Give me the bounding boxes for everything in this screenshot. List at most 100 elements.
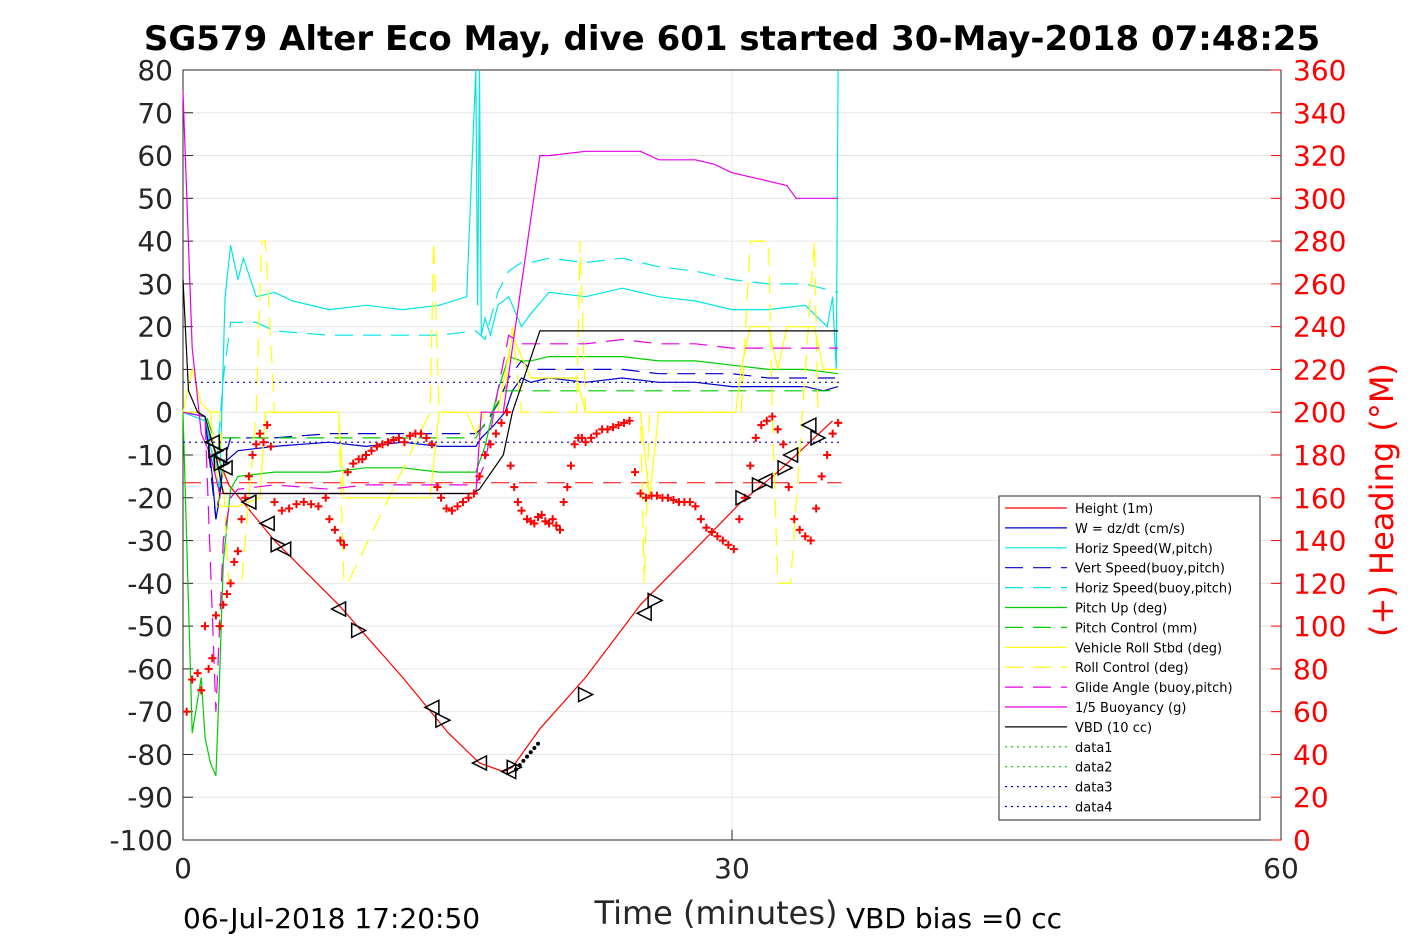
x-tick-label: 30 bbox=[714, 852, 750, 885]
heading-point bbox=[652, 491, 661, 500]
y-left-tick-label: -90 bbox=[127, 781, 173, 814]
heading-point bbox=[631, 468, 640, 477]
y-right-tick-label: 20 bbox=[1293, 781, 1329, 814]
heading-point bbox=[641, 493, 650, 502]
marker-left-triangle bbox=[470, 754, 488, 772]
y-left-tick-label: 50 bbox=[137, 182, 173, 215]
y-left-tick-label: 30 bbox=[137, 268, 173, 301]
legend-label: data1 bbox=[1075, 741, 1113, 756]
y-right-tick-label: 240 bbox=[1293, 311, 1346, 344]
heading-point bbox=[226, 579, 235, 588]
y-left-tick-label: -50 bbox=[127, 610, 173, 643]
heading-point bbox=[795, 525, 804, 534]
heading-point bbox=[530, 519, 539, 528]
heading-point bbox=[603, 425, 612, 434]
heading-point bbox=[427, 440, 436, 449]
heading-point bbox=[330, 525, 339, 534]
heading-point bbox=[299, 498, 308, 507]
heading-point bbox=[233, 547, 242, 556]
heading-point bbox=[255, 429, 264, 438]
marker-right-triangle bbox=[777, 459, 794, 477]
heading-point bbox=[757, 421, 766, 430]
y-left-tick-label: -80 bbox=[127, 738, 173, 771]
heading-point bbox=[321, 493, 330, 502]
heading-point bbox=[513, 498, 522, 507]
y-right-tick-label: 60 bbox=[1293, 696, 1329, 729]
heading-point bbox=[502, 408, 511, 417]
heading-point bbox=[620, 418, 629, 427]
heading-point bbox=[691, 502, 700, 511]
legend-label: data3 bbox=[1075, 781, 1113, 796]
heading-point bbox=[464, 493, 473, 502]
heading-point bbox=[779, 440, 788, 449]
y-right-tick-label: 100 bbox=[1293, 610, 1346, 643]
heading-point bbox=[636, 489, 645, 498]
legend-label: 1/5 Buoyancy (g) bbox=[1075, 701, 1186, 716]
heading-point bbox=[696, 515, 705, 524]
y-right-tick-label: 300 bbox=[1293, 182, 1346, 215]
heading-point bbox=[383, 438, 392, 447]
series-line-6 bbox=[183, 390, 839, 439]
heading-point bbox=[491, 429, 500, 438]
heading-point bbox=[707, 528, 716, 536]
marker-dot bbox=[532, 746, 537, 751]
heading-point bbox=[237, 515, 246, 524]
legend-box bbox=[998, 495, 1261, 821]
heading-point bbox=[219, 600, 228, 609]
heading-point bbox=[307, 500, 316, 509]
series-line-5 bbox=[182, 355, 839, 777]
y-right-tick-label: 0 bbox=[1293, 824, 1311, 857]
heading-point bbox=[416, 429, 425, 438]
y-left-tick-label: 10 bbox=[137, 353, 173, 386]
heading-point bbox=[259, 438, 268, 447]
y-right-tick-label: 340 bbox=[1293, 97, 1346, 130]
heading-point bbox=[437, 493, 446, 502]
y-right-tick-label: 120 bbox=[1293, 567, 1346, 600]
heading-point bbox=[314, 502, 323, 511]
heading-point bbox=[669, 495, 678, 504]
heading-point bbox=[552, 521, 561, 530]
legend-label: data4 bbox=[1075, 801, 1113, 816]
y-right-tick-label: 260 bbox=[1293, 268, 1346, 301]
heading-point bbox=[372, 442, 381, 451]
heading-point bbox=[230, 557, 239, 566]
heading-point bbox=[537, 510, 546, 519]
legend-label: Vert Speed(buoy,pitch) bbox=[1075, 562, 1225, 577]
heading-point bbox=[566, 461, 575, 470]
marker-right-triangle bbox=[647, 592, 664, 609]
marker-left-triangle bbox=[240, 493, 257, 511]
heading-point bbox=[400, 438, 409, 447]
heading-point bbox=[768, 412, 777, 421]
marker-left-triangle bbox=[635, 605, 652, 622]
heading-point bbox=[453, 502, 462, 511]
y-left-tick-label: -20 bbox=[127, 482, 173, 515]
heading-point bbox=[517, 506, 526, 515]
heading-point bbox=[475, 472, 484, 481]
heading-point bbox=[790, 515, 799, 524]
marker-dot bbox=[525, 754, 530, 759]
heading-point bbox=[592, 429, 601, 438]
legend-label: Pitch Up (deg) bbox=[1075, 602, 1167, 617]
legend-label: Horiz Speed(W,pitch) bbox=[1075, 542, 1213, 557]
legend-label: W = dz/dt (cm/s) bbox=[1075, 522, 1185, 537]
marker-right-triangle bbox=[735, 489, 752, 506]
heading-point bbox=[746, 461, 755, 470]
heading-point bbox=[394, 433, 403, 442]
heading-point bbox=[486, 440, 495, 449]
heading-point bbox=[340, 540, 349, 549]
chart-title: SG579 Alter Eco May, dive 601 started 30… bbox=[144, 19, 1320, 59]
heading-point bbox=[389, 436, 398, 445]
heading-point bbox=[204, 664, 213, 673]
heading-point bbox=[367, 446, 376, 455]
series-line-4 bbox=[182, 257, 839, 473]
heading-point bbox=[577, 433, 586, 442]
y-right-tick-label: 140 bbox=[1293, 525, 1346, 558]
heading-point bbox=[433, 483, 442, 492]
marker-dot bbox=[536, 741, 541, 746]
heading-point bbox=[724, 540, 733, 549]
heading-point bbox=[773, 425, 782, 434]
marker-left-triangle bbox=[781, 446, 799, 464]
heading-point bbox=[751, 433, 760, 442]
marker-right-triangle bbox=[208, 442, 225, 459]
